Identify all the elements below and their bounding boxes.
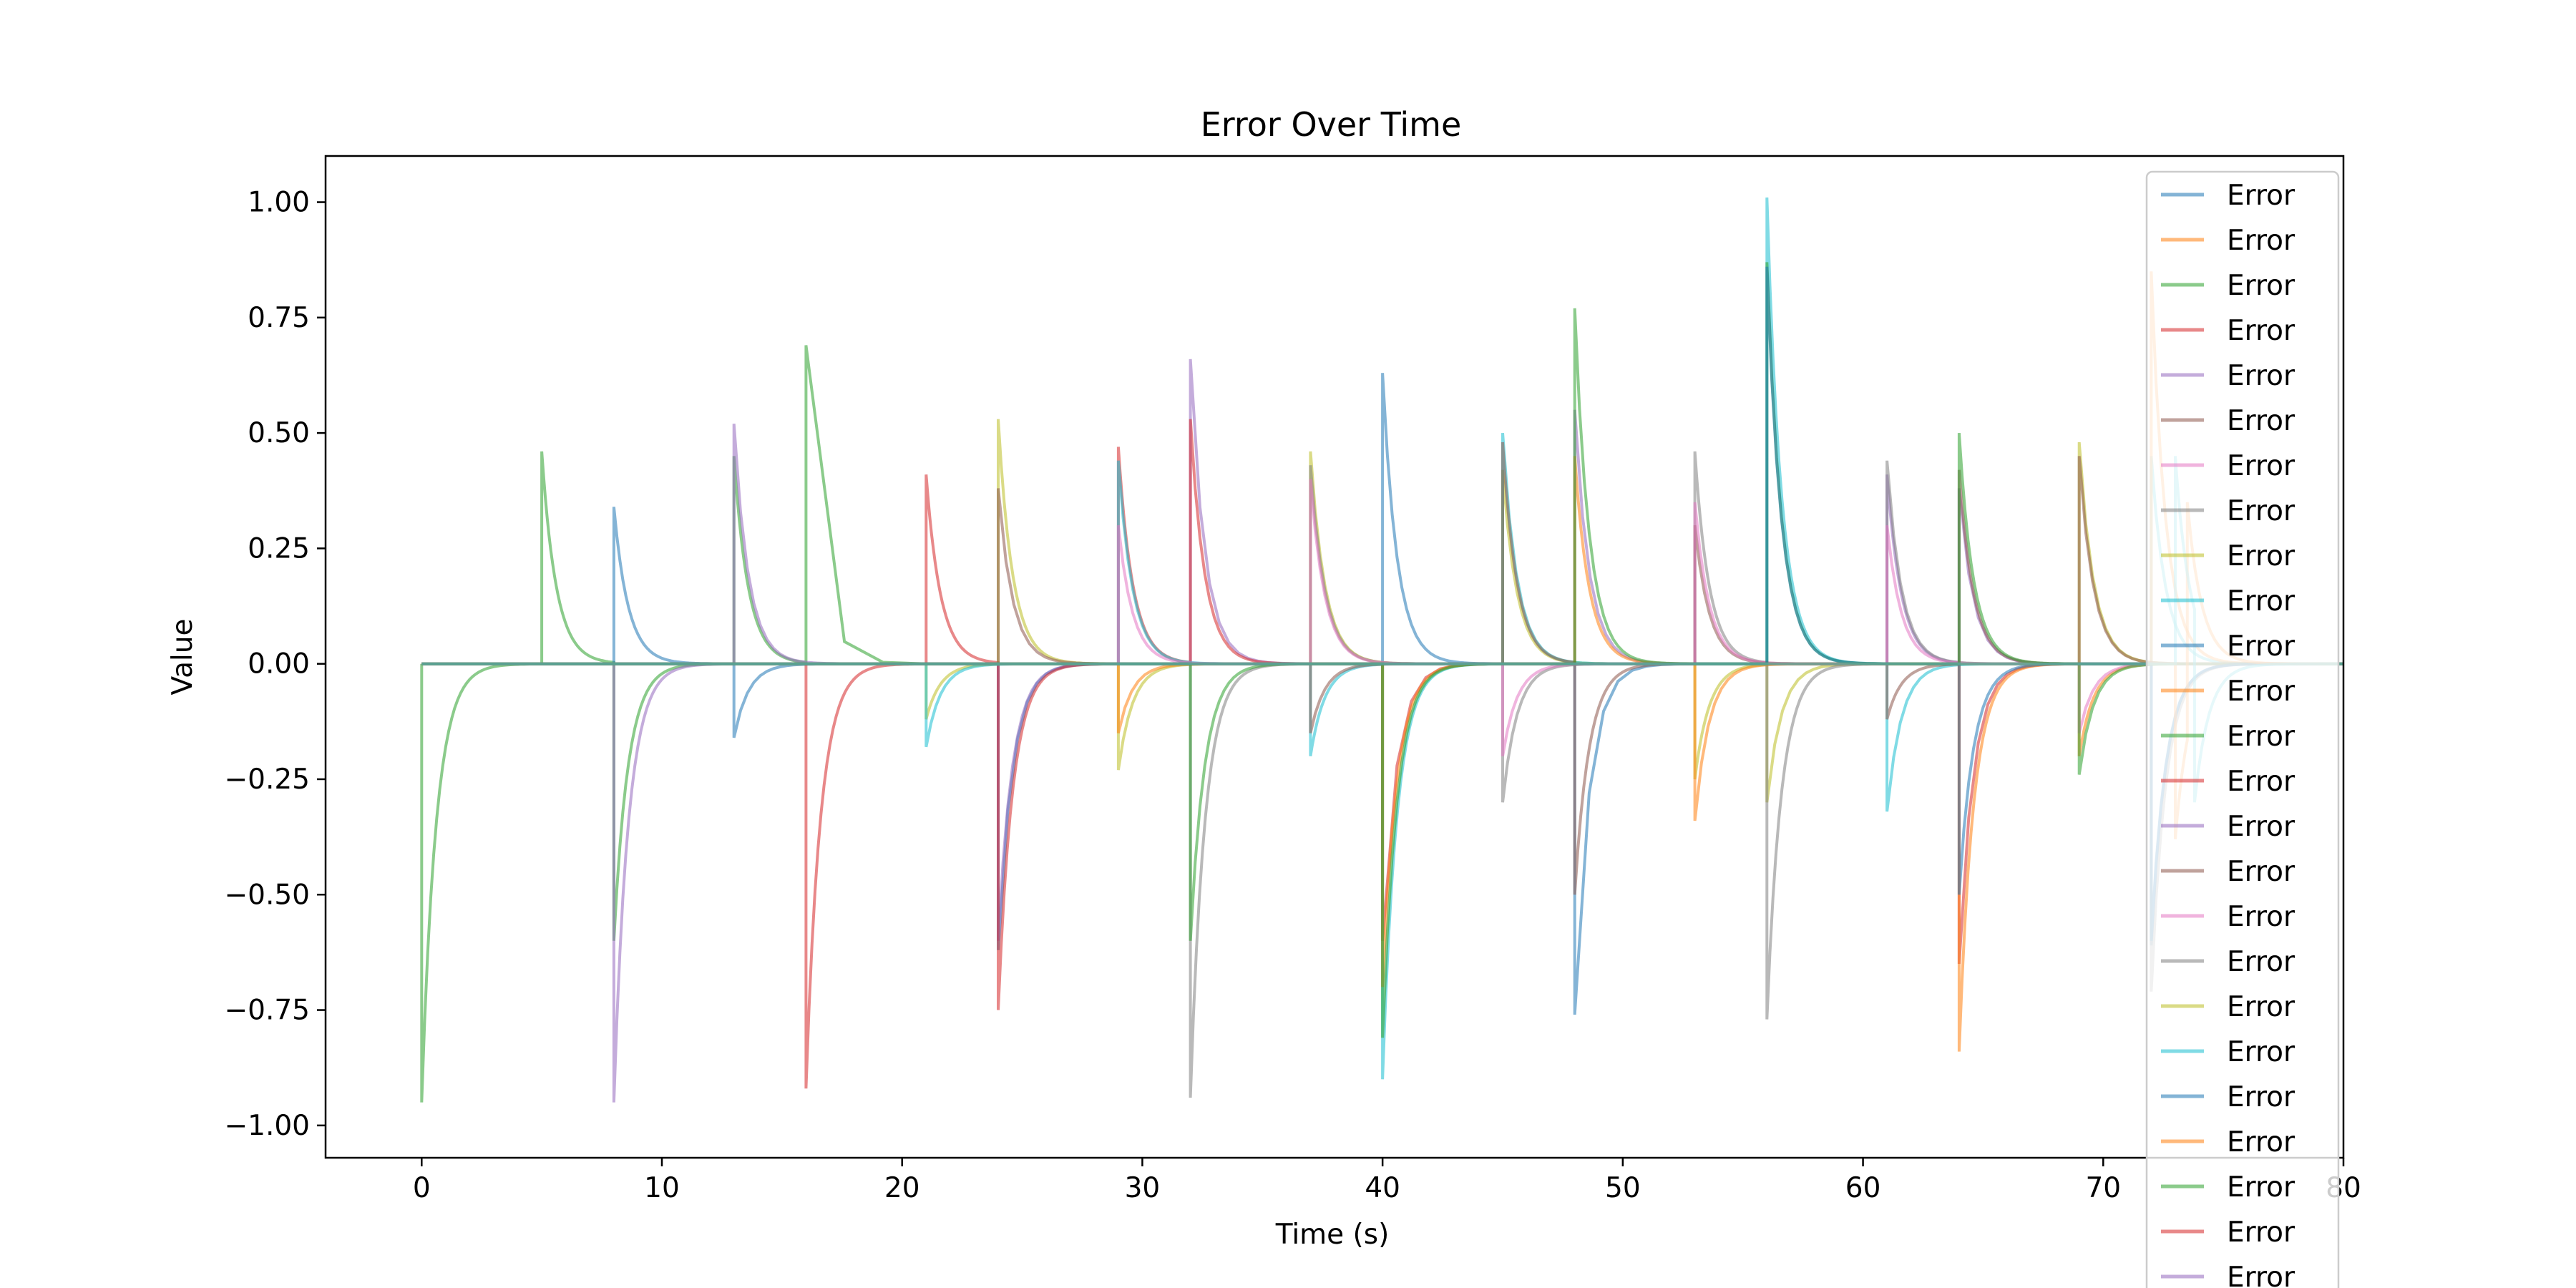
legend-entry: Error — [2227, 721, 2296, 753]
x-tick-label: 50 — [1605, 1172, 1641, 1204]
legend-entry: Error — [2227, 811, 2296, 843]
y-tick-label: 0.00 — [248, 648, 310, 680]
legend-entry: Error — [2227, 675, 2296, 708]
legend-entry: Error — [2227, 180, 2296, 212]
y-tick-label: −0.75 — [224, 995, 310, 1027]
y-tick-label: −0.25 — [224, 763, 310, 796]
legend-entry: Error — [2227, 450, 2296, 482]
y-tick-label: 0.50 — [248, 417, 310, 449]
legend-entry: Error — [2227, 901, 2296, 933]
legend-entry: Error — [2227, 1081, 2296, 1113]
y-tick-label: −1.00 — [224, 1110, 310, 1142]
legend-entry: Error — [2227, 1262, 2296, 1288]
legend-box — [2145, 170, 2340, 1288]
legend-entry: Error — [2227, 315, 2296, 347]
legend-entry: Error — [2227, 1216, 2296, 1249]
legend-entry: Error — [2227, 946, 2296, 978]
x-axis-label: Time (s) — [1275, 1219, 1390, 1251]
x-axis-ticks: 0 10 20 30 40 50 60 70 80 — [413, 1158, 2361, 1204]
legend-entry: Error — [2227, 1126, 2296, 1158]
legend-entry: Error — [2227, 1036, 2296, 1068]
y-tick-label: 0.25 — [248, 532, 310, 565]
legend-entry: Error — [2227, 270, 2296, 302]
legend-entry: Error — [2227, 585, 2296, 618]
x-tick-label: 30 — [1125, 1172, 1161, 1204]
x-tick-label: 10 — [644, 1172, 680, 1204]
legend-entry: Error — [2227, 495, 2296, 527]
legend-entry: Error — [2227, 405, 2296, 437]
y-axis-ticks: 1.00 0.75 0.50 0.25 0.00 −0.25 −0.50 −0.75 −1.00 — [224, 187, 326, 1142]
x-tick-label: 70 — [2085, 1172, 2121, 1204]
legend-entry: Error — [2227, 225, 2296, 257]
x-tick-label: 60 — [1845, 1172, 1881, 1204]
legend-entry: Error — [2227, 540, 2296, 572]
legend: Error Error Error Error Error Error Error Error… — [2145, 170, 2340, 1288]
plot-frame — [324, 155, 2345, 1159]
legend-entry: Error — [2227, 766, 2296, 798]
y-tick-label: −0.50 — [224, 879, 310, 911]
legend-entry: Error — [2227, 856, 2296, 888]
y-tick-label: 1.00 — [248, 187, 310, 219]
chart-title: Error Over Time — [1201, 105, 1462, 144]
x-tick-label: 0 — [413, 1172, 431, 1204]
legend-entry: Error — [2227, 630, 2296, 663]
y-tick-label: 0.75 — [248, 302, 310, 334]
legend-entry: Error — [2227, 360, 2296, 392]
x-tick-label: 40 — [1365, 1172, 1400, 1204]
x-tick-label: 20 — [884, 1172, 920, 1204]
y-axis-label: Value — [167, 618, 199, 695]
legend-entry: Error — [2227, 1171, 2296, 1204]
legend-entry: Error — [2227, 991, 2296, 1023]
